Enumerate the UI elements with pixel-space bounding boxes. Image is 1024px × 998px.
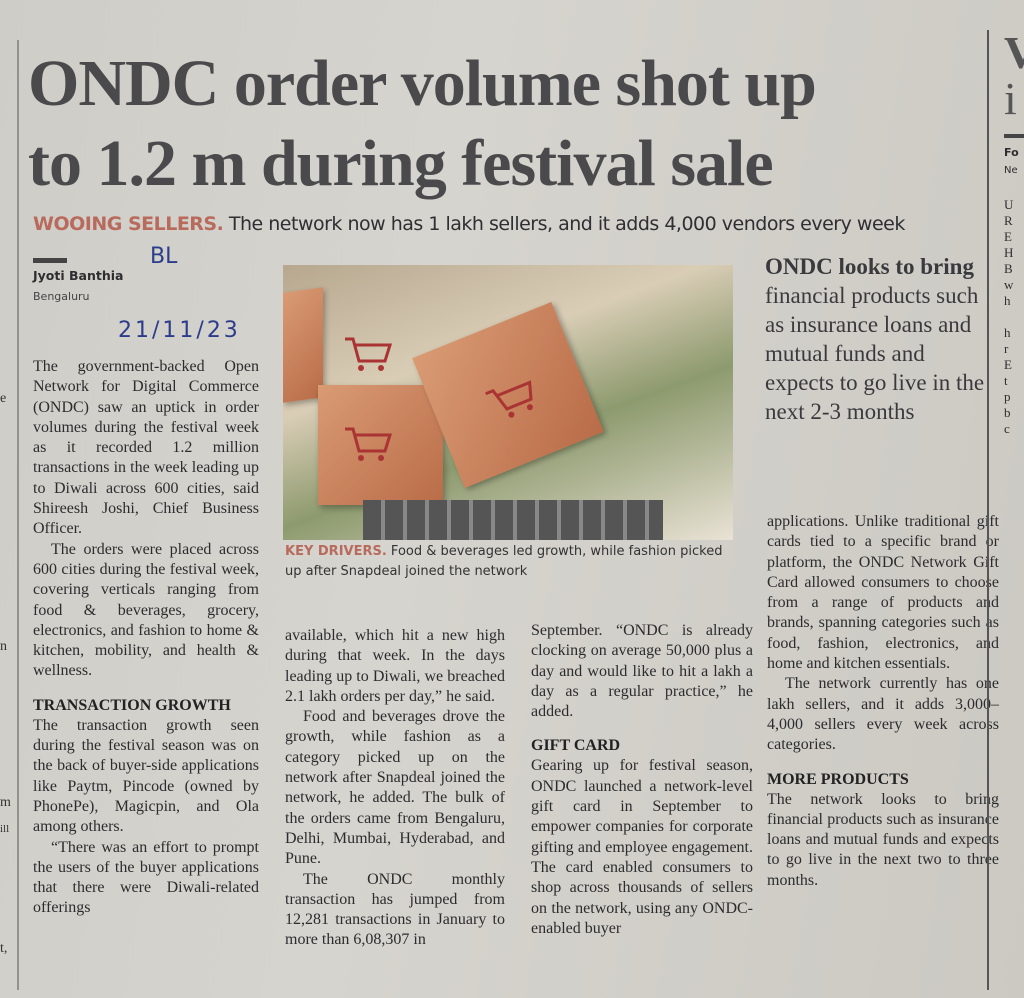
paragraph: September. “ONDC is already clocking on … <box>531 622 753 721</box>
edge-rule <box>1004 134 1024 138</box>
deck-text: The network now has 1 lakh sellers, and … <box>223 213 905 235</box>
pull-quote: ONDC looks to bring financial products s… <box>765 252 990 426</box>
cart-icon <box>345 337 393 371</box>
section-heading: GIFT CARD <box>531 737 621 755</box>
column-4: applications. Unlike traditional gift ca… <box>767 512 999 891</box>
edge-text: h <box>1004 293 1011 308</box>
pull-quote-bold: ONDC looks to bring <box>765 254 974 279</box>
paragraph: The ONDC monthly transaction has jumped … <box>285 870 505 949</box>
paragraph: The transaction growth seen during the f… <box>33 716 259 836</box>
edge-text: e <box>0 391 7 406</box>
cart-icon <box>345 427 393 461</box>
column-rule <box>17 40 19 990</box>
edge-text: R <box>1004 213 1013 228</box>
column-2: available, which hit a new high during t… <box>285 626 505 951</box>
paragraph: The network currently has one lakh selle… <box>767 675 999 754</box>
edge-text: p <box>1004 389 1011 404</box>
cart-icon <box>485 380 533 418</box>
column-rule <box>987 30 989 990</box>
photo-caption: KEY DRIVERS. Food & beverages led growth… <box>285 542 725 582</box>
edge-text: r <box>1004 341 1009 356</box>
edge-text: U <box>1004 197 1014 212</box>
caption-text: Food & beverages led growth, while fashi… <box>285 544 723 579</box>
section-heading: TRANSACTION GROWTH <box>33 696 231 714</box>
deck-kicker: WOOING SELLERS. <box>33 213 224 235</box>
edge-text: n <box>0 639 7 654</box>
paragraph: The orders were placed across 600 cities… <box>33 540 259 680</box>
handwritten-tag: BL <box>150 244 178 269</box>
byline-rule <box>33 258 67 263</box>
headline: ONDC order volume shot up to 1.2 m durin… <box>28 44 817 204</box>
byline-author: Jyoti Banthia <box>33 268 124 283</box>
edge-text: B <box>1004 261 1013 276</box>
paragraph: Food and beverages drove the growth, whi… <box>285 708 505 868</box>
edge-text: Ne <box>1004 165 1018 176</box>
caption-kicker: KEY DRIVERS. <box>285 544 387 559</box>
paragraph: Gearing up for festival season, ONDC lau… <box>531 757 753 937</box>
edge-text: ill <box>0 823 10 835</box>
pull-quote-text: financial products such as insurance loa… <box>765 283 985 424</box>
paragraph: The network looks to bring financial pro… <box>767 790 999 889</box>
edge-text: t <box>1004 373 1008 388</box>
edge-text: m <box>0 795 11 810</box>
photo-box <box>283 287 323 403</box>
edge-text: E <box>1004 357 1012 372</box>
edge-text: t, <box>0 941 8 956</box>
edge-headline: i <box>1004 73 1017 124</box>
section-heading: MORE PRODUCTS <box>767 770 909 788</box>
edge-text: c <box>1004 421 1010 436</box>
paragraph: applications. Unlike traditional gift ca… <box>767 513 999 673</box>
edge-text: h <box>1004 325 1011 340</box>
edge-text: w <box>1004 277 1014 292</box>
deck: WOOING SELLERS. The network now has 1 la… <box>33 212 905 236</box>
paragraph: “There was an effort to prompt the users… <box>33 838 259 917</box>
handwritten-date: 21/11/23 <box>118 318 241 343</box>
paragraph: The government-backed Open Network for D… <box>33 358 259 538</box>
edge-text <box>1004 309 1024 325</box>
headline-line-1: ONDC order volume shot up <box>28 47 817 120</box>
edge-text: H <box>1004 245 1014 260</box>
edge-text: E <box>1004 229 1012 244</box>
edge-text: b <box>1004 405 1011 420</box>
article-photo <box>283 265 733 540</box>
photo-keyboard <box>363 500 663 540</box>
edge-text: Fo <box>1004 146 1019 159</box>
edge-headline: V <box>1004 27 1024 78</box>
photo-box <box>318 385 443 505</box>
column-3: September. “ONDC is already clocking on … <box>531 621 753 939</box>
column-1: The government-backed Open Network for D… <box>33 357 259 919</box>
headline-line-2: to 1.2 m during festival sale <box>28 127 774 200</box>
paragraph: available, which hit a new high during t… <box>285 627 505 705</box>
byline-place: Bengaluru <box>33 290 90 303</box>
